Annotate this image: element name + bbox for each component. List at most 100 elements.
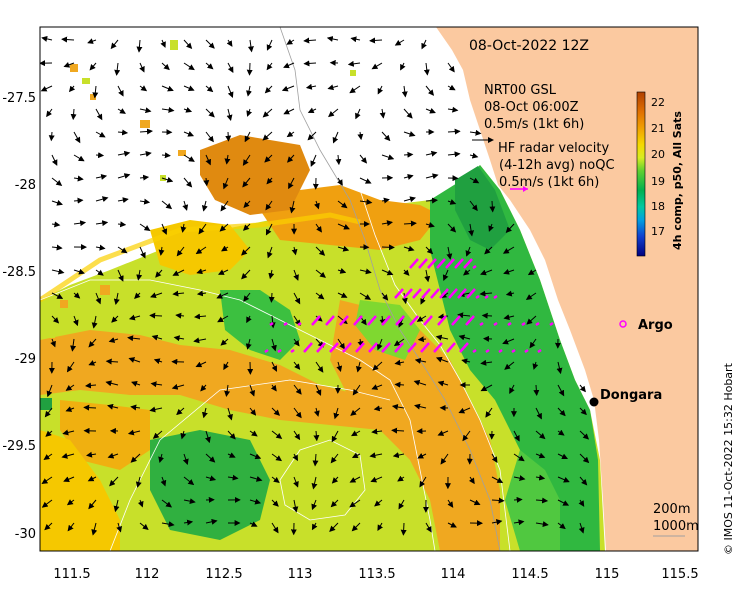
gsl-arrow [489,200,496,213]
gsl-arrow [425,85,435,96]
gsl-arrow [435,356,449,363]
plot-frame [39,26,699,552]
gsl-arrow [303,60,317,67]
gsl-arrow [331,430,339,443]
hf-arrow [427,258,437,269]
gsl-arrow [219,223,229,232]
gsl-arrow [491,519,503,526]
gsl-arrow [359,198,373,205]
gsl-arrow [437,430,449,436]
gsl-arrow [135,476,142,488]
gsl-arrow [183,85,195,91]
gsl-arrow [289,200,296,214]
gsl-arrow [337,200,348,209]
colorbar-tick: 18 [651,200,665,213]
gsl-arrow [485,407,493,418]
gsl-arrow [331,476,339,484]
gsl-arrow [535,430,546,440]
gsl-arrow [51,221,61,228]
gsl-arrow [305,83,317,90]
gsl-arrow [117,173,131,179]
gsl-arrow [139,107,152,114]
gsl-arrow [267,246,273,259]
colorbar-tick: 20 [651,148,665,161]
gsl-arrow [158,246,165,256]
gsl-arrow [347,60,361,67]
hf-arrow [436,258,446,269]
gsl-arrow [110,39,119,50]
gsl-arrow [413,379,427,386]
gsl-arrow [128,314,141,321]
hf-arrow [342,342,352,353]
gsl-arrow [359,268,372,275]
gsl-arrow [462,430,471,442]
hf-arrow [537,348,542,354]
hf-arrow [269,321,274,327]
x-tick-label: 115 [595,567,620,582]
dongara-label: Dongara [600,388,662,403]
hf-arrow [466,288,476,299]
gsl-arrow [150,292,163,299]
gsl-arrow [91,315,98,329]
gsl-arrow [336,361,343,373]
gsl-arrow [557,476,570,483]
gsl-arrow [227,430,236,440]
gsl-arrow [525,292,537,300]
gsl-arrow [198,223,207,235]
gsl-arrow [491,497,505,504]
hf-arrow [484,294,489,300]
gsl-arrow [249,407,257,416]
gsl-arrow [249,453,262,460]
gsl-arrow [286,39,295,45]
gsl-arrow [242,223,251,231]
hf-legend-line1: HF radar velocity [498,141,610,156]
gsl-arrow [293,361,301,370]
gsl-arrow [446,246,453,260]
gsl-arrow [65,406,75,412]
colorbar: 17 18 19 20 21 22 4h comp, p50, All Sats [636,91,684,257]
x-tick-label: 112.5 [205,567,242,582]
gsl-legend-title: NRT00 GSL [484,83,557,98]
gsl-arrow [111,315,119,323]
gsl-arrow [355,108,361,120]
gsl-arrow [227,85,234,99]
y-tick-label: -29 [15,352,36,367]
isobath-1000-label: 1000m [653,519,699,534]
gsl-arrow [73,220,87,227]
gsl-arrow [195,246,207,255]
gsl-arrow [381,220,393,227]
gsl-arrow [398,499,405,510]
gsl-arrow [172,269,185,276]
gsl-arrow [73,268,85,275]
gsl-arrow [200,384,207,392]
gsl-arrow [337,223,350,230]
gsl-arrow [271,338,277,352]
gsl-arrow [205,131,214,143]
gsl-arrow [425,173,439,180]
gsl-arrow [271,499,279,507]
gsl-arrow [437,380,449,387]
gsl-arrow [266,177,273,185]
gsl-arrow [66,499,75,506]
gsl-arrow [271,522,279,534]
gsl-arrow [469,200,478,212]
gsl-arrow [88,338,97,348]
gsl-arrow [51,244,63,251]
hf-arrow [493,294,498,300]
isobath-200-label: 200m [653,502,690,517]
y-tick-label: -28 [15,178,36,193]
gsl-arrow [469,177,480,184]
gsl-arrow [271,476,280,484]
gsl-arrow [183,62,195,71]
gsl-arrow [491,453,498,463]
gsl-arrow [351,430,361,437]
gsl-arrow [535,521,549,528]
gsl-arrow [205,154,211,166]
hf-arrow [329,342,339,353]
gsl-arrow [153,358,163,365]
gsl-arrow [381,131,391,142]
gsl-arrow [70,338,77,352]
hf-arrow [353,315,363,326]
gsl-arrow [183,154,195,162]
isobaths [40,27,511,551]
